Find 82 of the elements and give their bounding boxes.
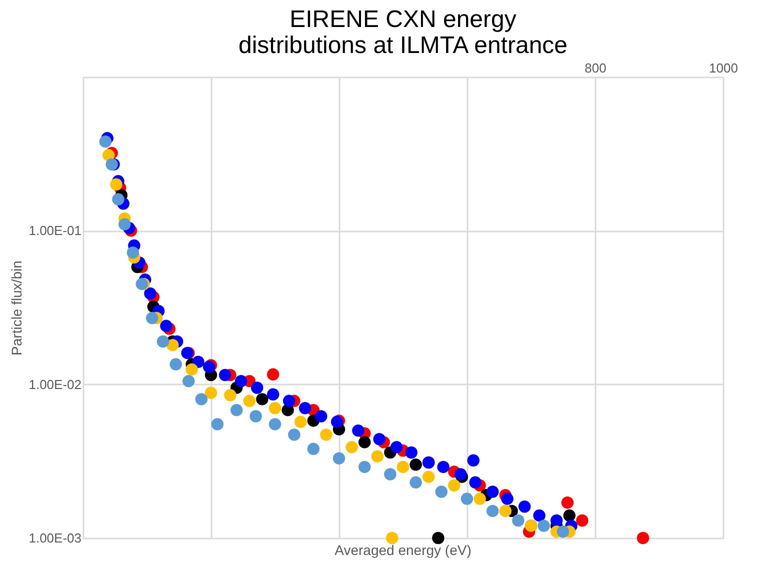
point <box>518 500 531 513</box>
point <box>561 496 574 509</box>
point <box>230 404 243 416</box>
point <box>432 532 444 544</box>
point <box>160 320 172 332</box>
point <box>469 476 482 489</box>
point <box>126 246 140 259</box>
point <box>112 193 124 206</box>
point <box>384 468 396 480</box>
point <box>396 460 410 474</box>
x-tick-label: 800 <box>584 60 606 76</box>
point <box>268 402 282 414</box>
point <box>218 368 232 382</box>
point <box>288 428 300 441</box>
point <box>460 492 474 505</box>
point <box>636 532 650 544</box>
point <box>166 338 179 352</box>
point <box>250 382 264 394</box>
point <box>405 446 418 459</box>
point <box>320 428 332 441</box>
point <box>486 486 499 498</box>
point <box>211 418 224 430</box>
point <box>307 442 320 456</box>
point <box>550 514 563 527</box>
point <box>204 386 218 399</box>
point <box>512 514 524 527</box>
point <box>486 504 499 518</box>
point <box>256 393 268 406</box>
point <box>410 476 422 489</box>
point <box>224 389 236 402</box>
point <box>467 454 480 466</box>
point <box>294 416 307 428</box>
point <box>282 394 296 408</box>
point <box>266 368 280 381</box>
point <box>146 312 158 324</box>
point <box>192 356 204 368</box>
point <box>250 410 262 422</box>
point <box>110 178 122 191</box>
point <box>298 402 312 414</box>
point <box>314 410 328 422</box>
x-tick-label: 1000 <box>709 60 738 76</box>
point <box>144 287 156 300</box>
point <box>386 532 398 544</box>
point <box>118 218 131 230</box>
point <box>186 363 198 376</box>
point <box>243 394 256 408</box>
point <box>410 458 422 471</box>
point <box>266 388 280 401</box>
point <box>454 468 467 480</box>
point <box>234 374 248 388</box>
x-axis-title: Averaged energy (eV) <box>334 542 472 558</box>
point <box>156 335 170 348</box>
point <box>448 479 460 492</box>
point <box>373 433 386 446</box>
point <box>352 424 364 437</box>
point <box>556 526 570 538</box>
point <box>170 358 182 370</box>
y-axis-title: Particle flux/bin <box>8 260 25 356</box>
point <box>346 441 358 454</box>
point <box>435 486 448 498</box>
point <box>501 492 514 505</box>
point <box>332 452 346 464</box>
point <box>182 374 195 388</box>
point <box>422 470 435 483</box>
point <box>390 441 403 454</box>
point <box>533 509 546 522</box>
chart-title: EIRENE CXN energy distributions at ILMTA entrance <box>238 6 568 59</box>
point <box>371 450 384 462</box>
point <box>268 418 282 430</box>
point <box>99 135 112 148</box>
y-tick-label: 1.00E-01 <box>28 223 82 238</box>
point <box>358 460 371 474</box>
point <box>499 504 512 518</box>
point <box>474 492 486 505</box>
point <box>576 514 588 527</box>
point <box>358 436 371 448</box>
point <box>195 393 208 406</box>
y-tick-label: 1.00E-03 <box>28 530 82 546</box>
y-tick-label: 1.00E-02 <box>28 376 82 392</box>
point <box>538 520 550 532</box>
point <box>563 509 576 522</box>
point <box>437 460 450 474</box>
